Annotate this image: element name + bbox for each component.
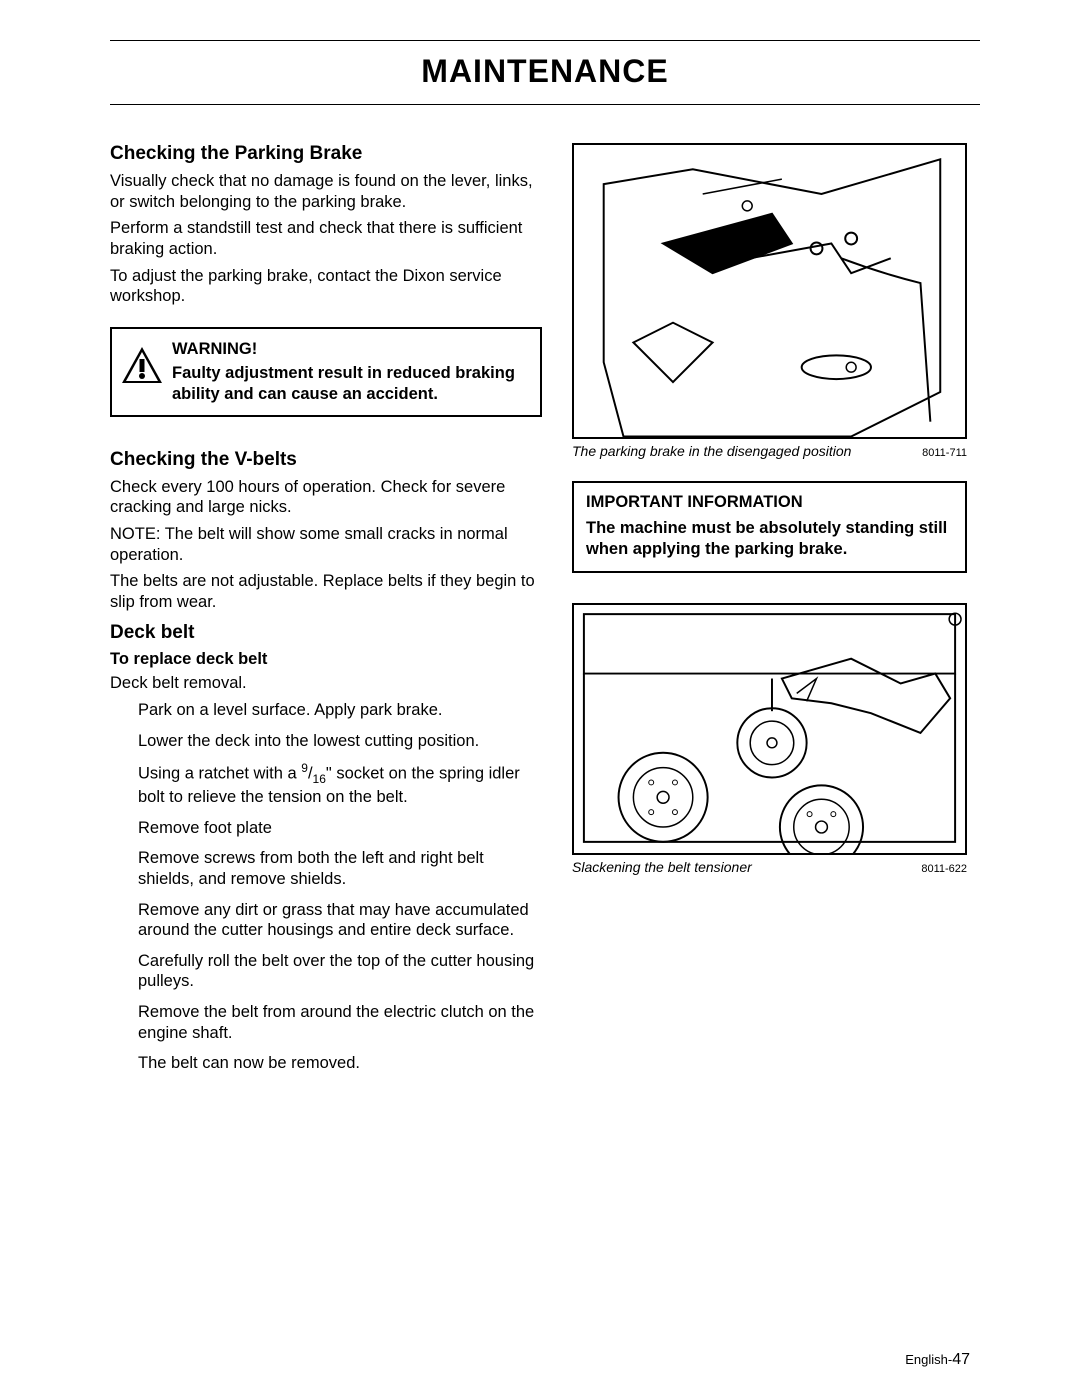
footer-pageno: 47: [952, 1351, 970, 1368]
deckbelt-removal-label: Deck belt removal.: [110, 673, 542, 694]
deckbelt-steps: Park on a level surface. Apply park brak…: [138, 700, 542, 1074]
warning-text: WARNING! Faulty adjustment result in red…: [172, 339, 530, 405]
figure2-meta: Slackening the belt tensioner 8011-622: [572, 859, 967, 875]
step-9: The belt can now be removed.: [138, 1053, 542, 1074]
figure2-code: 8011-622: [921, 863, 967, 875]
heading-deckbelt: Deck belt: [110, 622, 542, 644]
right-column: The parking brake in the disengaged posi…: [572, 143, 972, 1084]
parking-brake-p2: Perform a standstill test and check that…: [110, 218, 542, 259]
vbelts-p2: NOTE: The belt will show some small crac…: [110, 524, 542, 565]
figure1-caption: The parking brake in the disengaged posi…: [572, 443, 851, 459]
figure2-caption: Slackening the belt tensioner: [572, 859, 752, 875]
heading-vbelts: Checking the V-belts: [110, 449, 542, 471]
step-6: Remove any dirt or grass that may have a…: [138, 900, 542, 941]
important-info-box: IMPORTANT INFORMATION The machine must b…: [572, 481, 967, 573]
title-wrap: MAINTENANCE: [110, 40, 980, 105]
step-7: Carefully roll the belt over the top of …: [138, 951, 542, 992]
page-title: MAINTENANCE: [110, 53, 980, 90]
important-info-body: The machine must be absolutely standing …: [586, 518, 953, 559]
step-8: Remove the belt from around the electric…: [138, 1002, 542, 1043]
warning-label: WARNING!: [172, 339, 530, 360]
parking-brake-p3: To adjust the parking brake, contact the…: [110, 266, 542, 307]
important-info-heading: IMPORTANT INFORMATION: [586, 493, 953, 512]
step-2: Lower the deck into the lowest cutting p…: [138, 731, 542, 752]
warning-icon: [112, 339, 172, 390]
parking-brake-p1: Visually check that no damage is found o…: [110, 171, 542, 212]
footer-lang: English-: [905, 1352, 952, 1367]
columns: Checking the Parking Brake Visually chec…: [110, 143, 980, 1084]
figure-parking-brake: [572, 143, 967, 439]
subheading-replace-deckbelt: To replace deck belt: [110, 650, 542, 669]
vbelts-p3: The belts are not adjustable. Replace be…: [110, 571, 542, 612]
warning-body: Faulty adjustment result in reduced brak…: [172, 364, 515, 403]
heading-parking-brake: Checking the Parking Brake: [110, 143, 542, 165]
figure1-meta: The parking brake in the disengaged posi…: [572, 443, 967, 459]
step-5: Remove screws from both the left and rig…: [138, 848, 542, 889]
warning-box: WARNING! Faulty adjustment result in red…: [110, 327, 542, 417]
page-footer: English-47: [905, 1351, 970, 1369]
vbelts-p1: Check every 100 hours of operation. Chec…: [110, 477, 542, 518]
left-column: Checking the Parking Brake Visually chec…: [110, 143, 542, 1084]
figure1-code: 8011-711: [922, 447, 967, 459]
page-container: MAINTENANCE Checking the Parking Brake V…: [0, 0, 1080, 1114]
step-1: Park on a level surface. Apply park brak…: [138, 700, 542, 721]
step-3: Using a ratchet with a 9/16" socket on t…: [138, 761, 542, 807]
step-4: Remove foot plate: [138, 818, 542, 839]
figure-belt-tensioner: [572, 603, 967, 855]
